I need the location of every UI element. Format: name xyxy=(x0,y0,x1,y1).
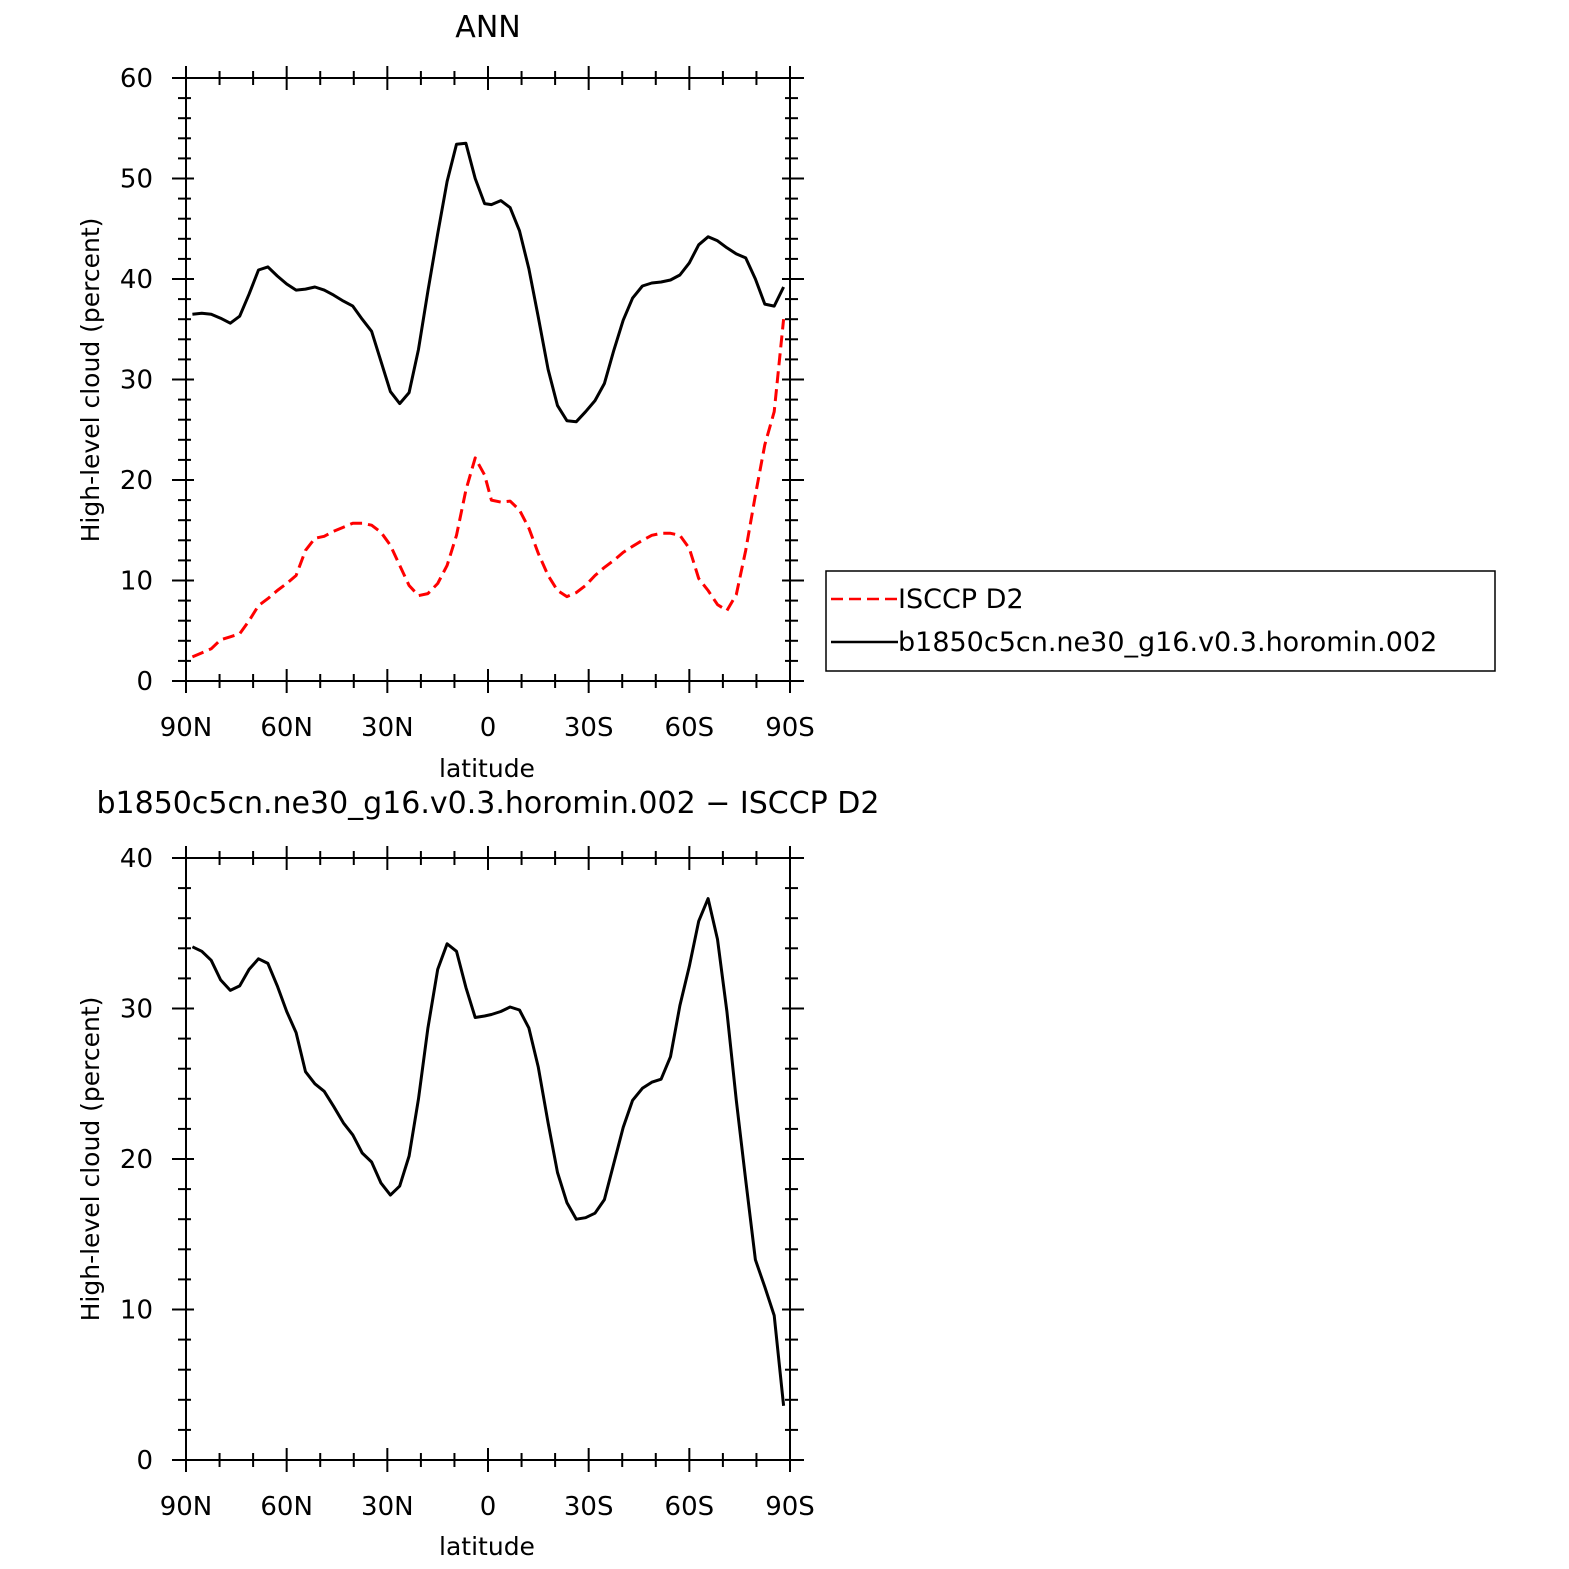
x-tick-label: 0 xyxy=(480,713,497,743)
bottom-x-axis-label: latitude xyxy=(439,1532,535,1561)
top-axis-ticks xyxy=(172,66,804,693)
bottom-plot-frame xyxy=(185,857,791,1461)
x-tick-label: 90S xyxy=(765,1492,815,1522)
y-tick-label: 40 xyxy=(120,844,153,874)
top-y-tick-labels: 0 10 20 30 40 50 60 xyxy=(120,64,153,697)
y-tick-label: 0 xyxy=(136,667,153,697)
x-tick-label: 30S xyxy=(564,713,614,743)
x-tick-label: 0 xyxy=(480,1492,497,1522)
x-tick-label: 30S xyxy=(564,1492,614,1522)
x-tick-label: 60S xyxy=(665,713,715,743)
x-tick-label: 60N xyxy=(260,1492,313,1522)
top-panel: ANN 90N 60N 30N 0 30S 60S 90S 0 10 20 30 40 50 60 la… xyxy=(76,10,815,783)
legend-label-model: b1850c5cn.ne30_g16.v0.3.horomin.002 xyxy=(898,627,1437,658)
top-x-axis-label: latitude xyxy=(439,754,535,783)
y-tick-label: 60 xyxy=(120,64,153,94)
x-tick-label: 30N xyxy=(361,713,414,743)
series-line-1 xyxy=(192,141,785,424)
bottom-axis-ticks xyxy=(172,846,804,1472)
legend-label-isccp: ISCCP D2 xyxy=(898,584,1024,615)
y-tick-label: 50 xyxy=(120,165,153,195)
series-line-0 xyxy=(191,319,786,659)
y-tick-label: 40 xyxy=(120,265,153,295)
x-tick-label: 30N xyxy=(361,1492,414,1522)
legend: ISCCP D2 b1850c5cn.ne30_g16.v0.3.horomin… xyxy=(825,570,1496,672)
x-tick-label: 90S xyxy=(765,713,815,743)
y-tick-label: 30 xyxy=(120,995,153,1025)
x-tick-label: 60N xyxy=(260,713,313,743)
y-tick-label: 30 xyxy=(120,366,153,396)
bottom-series-lines xyxy=(191,897,786,1406)
bottom-panel: b1850c5cn.ne30_g16.v0.3.horomin.002 − IS… xyxy=(76,786,880,1561)
top-y-axis-label: High-level cloud (percent) xyxy=(76,218,105,543)
bottom-y-tick-labels: 0 10 20 30 40 xyxy=(120,844,153,1476)
x-tick-label: 90N xyxy=(160,1492,213,1522)
top-chart-title: ANN xyxy=(455,10,520,45)
y-tick-label: 10 xyxy=(120,567,153,597)
bottom-x-tick-labels: 90N 60N 30N 0 30S 60S 90S xyxy=(160,1492,815,1522)
bottom-y-axis-label: High-level cloud (percent) xyxy=(76,997,105,1322)
top-series-lines xyxy=(191,141,786,659)
series-line-0 xyxy=(191,897,786,1406)
legend-box xyxy=(825,570,1496,672)
x-tick-label: 90N xyxy=(160,713,213,743)
y-tick-label: 10 xyxy=(120,1296,153,1326)
y-tick-label: 20 xyxy=(120,466,153,496)
top-x-tick-labels: 90N 60N 30N 0 30S 60S 90S xyxy=(160,713,815,743)
y-tick-label: 0 xyxy=(136,1446,153,1476)
x-tick-label: 60S xyxy=(665,1492,715,1522)
bottom-chart-title: b1850c5cn.ne30_g16.v0.3.horomin.002 − IS… xyxy=(97,786,880,821)
y-tick-label: 20 xyxy=(120,1145,153,1175)
